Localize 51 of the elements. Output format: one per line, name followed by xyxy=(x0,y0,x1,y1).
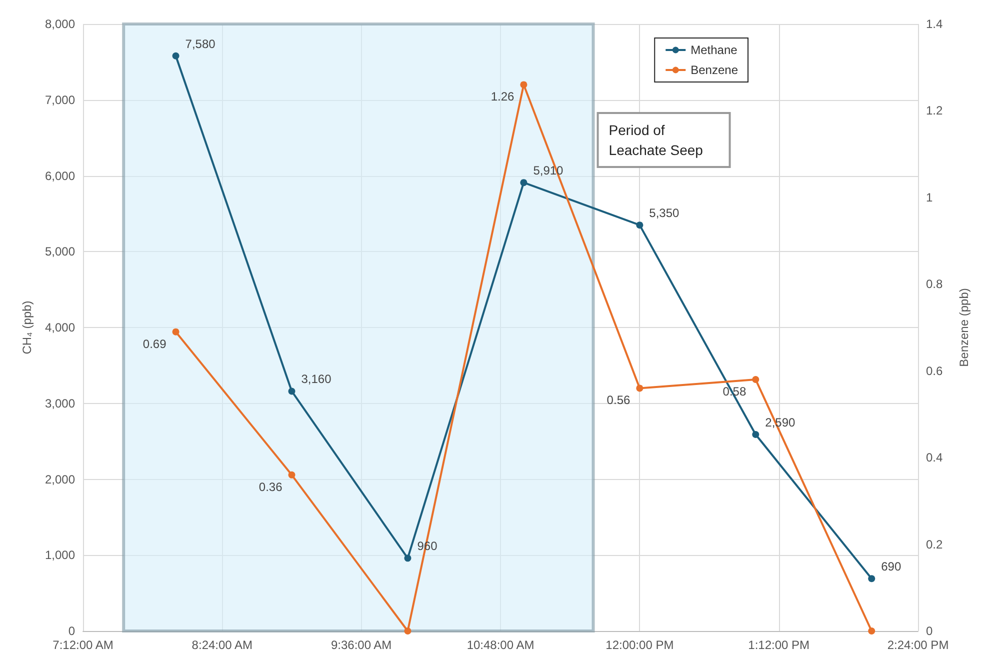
y-tick-label: 5,000 xyxy=(44,244,76,259)
point xyxy=(868,575,876,582)
x-tick-label: 7:12:00 AM xyxy=(52,638,114,652)
data-label: 0.56 xyxy=(606,393,630,408)
point xyxy=(520,81,528,88)
legend-label: Methane xyxy=(690,43,738,57)
point xyxy=(868,628,876,634)
y2-tick-label: 1.4 xyxy=(926,17,944,31)
y-tick-label: 0 xyxy=(68,624,76,638)
y2-axis-title: Benzene (ppb) xyxy=(957,288,971,367)
point xyxy=(636,222,644,229)
point xyxy=(288,471,296,478)
y-tick-label: 2,000 xyxy=(44,472,76,486)
data-label: 1.26 xyxy=(490,90,515,104)
y2-tick-label: 1.2 xyxy=(926,104,944,118)
point xyxy=(404,554,412,562)
x-tick-label: 1:12:00 PM xyxy=(748,638,810,652)
data-label: 0.36 xyxy=(258,480,283,494)
data-label: 0.69 xyxy=(142,336,167,351)
data-label: 7,580 xyxy=(185,36,216,51)
x-tick-label: 12:00:00 PM xyxy=(606,638,674,652)
y2-tick-label: 0.6 xyxy=(926,364,944,378)
data-label: 5,350 xyxy=(649,206,680,220)
point xyxy=(172,328,180,336)
y-tick-label: 4,000 xyxy=(44,320,76,334)
point xyxy=(172,52,180,60)
y-tick-label: 3,000 xyxy=(44,396,76,410)
x-tick-label: 9:36:00 AM xyxy=(330,638,392,652)
point xyxy=(288,388,296,395)
point xyxy=(520,179,528,186)
y2-tick-label: 0.2 xyxy=(926,537,944,552)
y2-tick-label: 0 xyxy=(926,624,933,638)
y-tick-label: 8,000 xyxy=(44,17,76,31)
point xyxy=(636,384,644,392)
y2-tick-label: 1 xyxy=(926,190,933,204)
point xyxy=(752,376,760,384)
point xyxy=(404,628,412,634)
y-axis-title: CH₄ (ppb) xyxy=(20,300,34,354)
y-tick-label: 6,000 xyxy=(44,168,76,183)
data-label: 3,160 xyxy=(301,372,332,386)
x-tick-label: 10:48:00 AM xyxy=(466,638,534,652)
x-tick-label: 2:24:00 PM xyxy=(887,638,949,652)
y2-tick-label: 0.8 xyxy=(926,277,944,292)
x-tick-label: 8:24:00 AM xyxy=(192,638,253,652)
y2-tick-label: 0.4 xyxy=(926,450,944,465)
band-label: Period of Leachate Seep xyxy=(608,122,704,158)
legend-label: Benzene xyxy=(690,63,738,77)
y-tick-label: 1,000 xyxy=(44,548,76,562)
data-label: 690 xyxy=(881,560,902,574)
point xyxy=(752,430,760,438)
y-tick-label: 7,000 xyxy=(44,92,76,107)
